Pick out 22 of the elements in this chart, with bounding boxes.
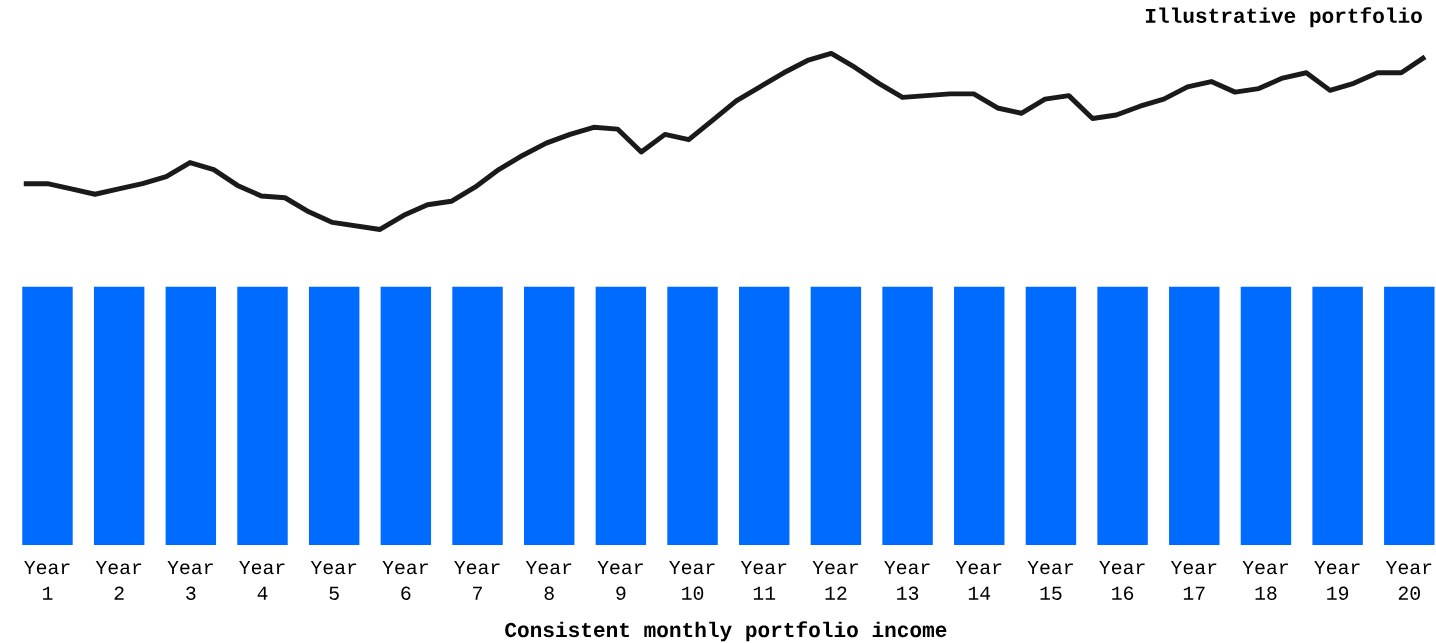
x-tick-label: Year 17 [1170, 561, 1217, 600]
x-axis-title: Consistent monthly portfolio income [505, 621, 947, 642]
series-label: Illustrative portfolio [1145, 7, 1422, 28]
x-tick-label: Year 6 [382, 561, 428, 601]
x-tick-label: Year 4 [239, 561, 285, 600]
x-tick-label: Year 2 [95, 561, 142, 600]
x-tick-label: Year 18 [1242, 561, 1288, 601]
x-tick-label: Year 20 [1385, 561, 1432, 601]
x-tick-label: Year 1 [24, 561, 70, 600]
x-tick-label: Year 16 [1099, 561, 1145, 601]
x-tick-label: Year 19 [1314, 561, 1360, 601]
x-tick-label: Year 14 [955, 561, 1002, 600]
x-tick-label: Year 15 [1027, 561, 1073, 601]
x-tick-label: Year 3 [167, 561, 213, 601]
x-tick-label: Year 5 [310, 561, 357, 601]
x-tick-label: Year 8 [525, 561, 572, 601]
x-tick-label: Year 10 [669, 561, 715, 601]
x-tick-label: Year 13 [884, 561, 930, 601]
x-tick-label: Year 7 [454, 561, 500, 600]
x-tick-label: Year 9 [597, 561, 643, 601]
x-tick-label: Year 11 [740, 561, 787, 600]
x-tick-label: Year 12 [812, 561, 858, 600]
